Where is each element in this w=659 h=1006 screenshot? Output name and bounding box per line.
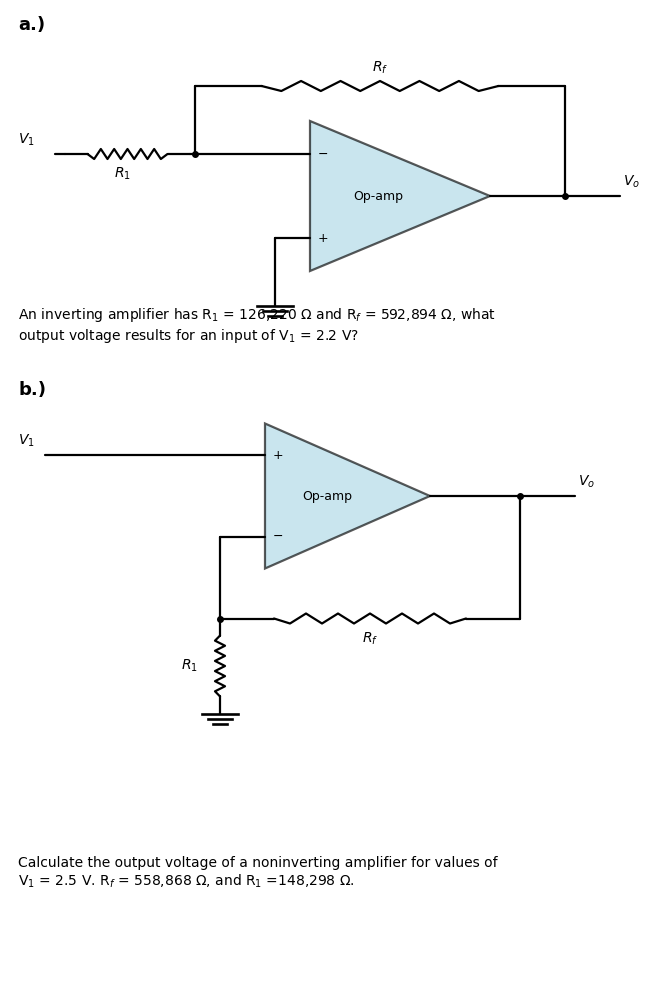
Text: Op-amp: Op-amp xyxy=(302,490,353,503)
Text: $V_1$: $V_1$ xyxy=(18,433,35,450)
Text: $R_f$: $R_f$ xyxy=(362,631,378,647)
Text: Calculate the output voltage of a noninverting amplifier for values of
V$_1$ = 2: Calculate the output voltage of a noninv… xyxy=(18,856,498,890)
Text: Op-amp: Op-amp xyxy=(353,189,403,202)
Text: +: + xyxy=(318,231,329,244)
Text: −: − xyxy=(273,530,283,543)
Text: $R_1$: $R_1$ xyxy=(181,657,198,674)
Text: −: − xyxy=(318,148,328,161)
Text: $V_o$: $V_o$ xyxy=(578,474,595,490)
Polygon shape xyxy=(310,121,490,271)
Text: An inverting amplifier has R$_1$ = 126,220 $\Omega$ and R$_f$ = 592,894 $\Omega$: An inverting amplifier has R$_1$ = 126,2… xyxy=(18,306,496,345)
Text: b.): b.) xyxy=(18,381,46,399)
Text: $V_1$: $V_1$ xyxy=(18,132,35,148)
Text: +: + xyxy=(273,449,283,462)
Text: $R_f$: $R_f$ xyxy=(372,59,388,76)
Text: $R_1$: $R_1$ xyxy=(113,166,130,182)
Text: a.): a.) xyxy=(18,16,45,34)
Text: $V_o$: $V_o$ xyxy=(623,174,640,190)
Polygon shape xyxy=(265,424,430,568)
